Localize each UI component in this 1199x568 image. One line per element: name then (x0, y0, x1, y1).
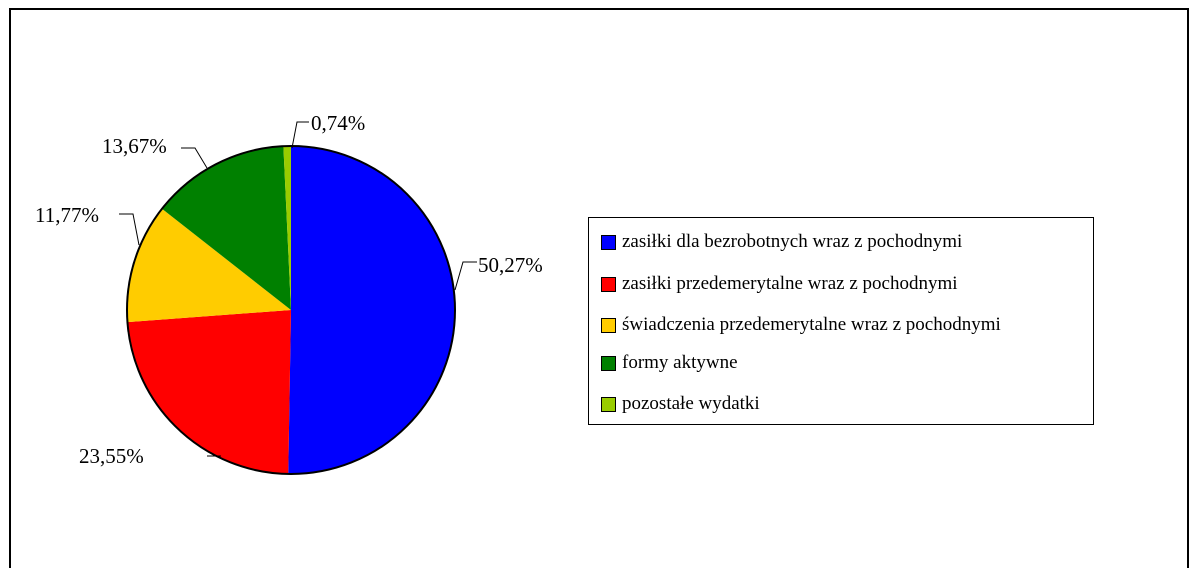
leader-line (119, 213, 140, 246)
pie-slice (288, 146, 456, 475)
data-label: 11,77% (35, 203, 99, 227)
data-label: 0,74% (311, 111, 365, 135)
legend-label: zasiłki przedemerytalne wraz z pochodnym… (622, 273, 958, 294)
legend-swatch (601, 234, 616, 250)
legend-swatch (601, 355, 616, 371)
leader-line (454, 261, 477, 291)
pie-slice (127, 310, 291, 474)
legend-item: formy aktywne (601, 352, 738, 374)
pie-slice (283, 146, 291, 310)
legend-item: pozostałe wydatki (601, 393, 760, 415)
leader-line (291, 121, 309, 149)
legend-swatch (601, 396, 616, 412)
chart-legend: zasiłki dla bezrobotnych wraz z pochodny… (588, 217, 1094, 425)
legend-label: pozostałe wydatki (622, 393, 760, 414)
legend-label: formy aktywne (622, 352, 738, 373)
legend-item: zasiłki przedemerytalne wraz z pochodnym… (601, 273, 958, 295)
legend-label: zasiłki dla bezrobotnych wraz z pochodny… (622, 231, 963, 252)
legend-swatch (601, 276, 616, 292)
legend-item: świadczenia przedemerytalne wraz z pocho… (601, 314, 1001, 336)
data-label: 50,27% (478, 253, 543, 277)
pie-slice (161, 146, 291, 310)
data-label: 23,55% (79, 444, 144, 468)
data-label: 13,67% (102, 134, 167, 158)
legend-label: świadczenia przedemerytalne wraz z pocho… (622, 314, 1001, 335)
legend-item: zasiłki dla bezrobotnych wraz z pochodny… (601, 231, 962, 253)
legend-swatch (601, 317, 616, 333)
leader-line (181, 147, 208, 169)
pie-slice (127, 208, 291, 323)
pie-outline (126, 145, 456, 475)
